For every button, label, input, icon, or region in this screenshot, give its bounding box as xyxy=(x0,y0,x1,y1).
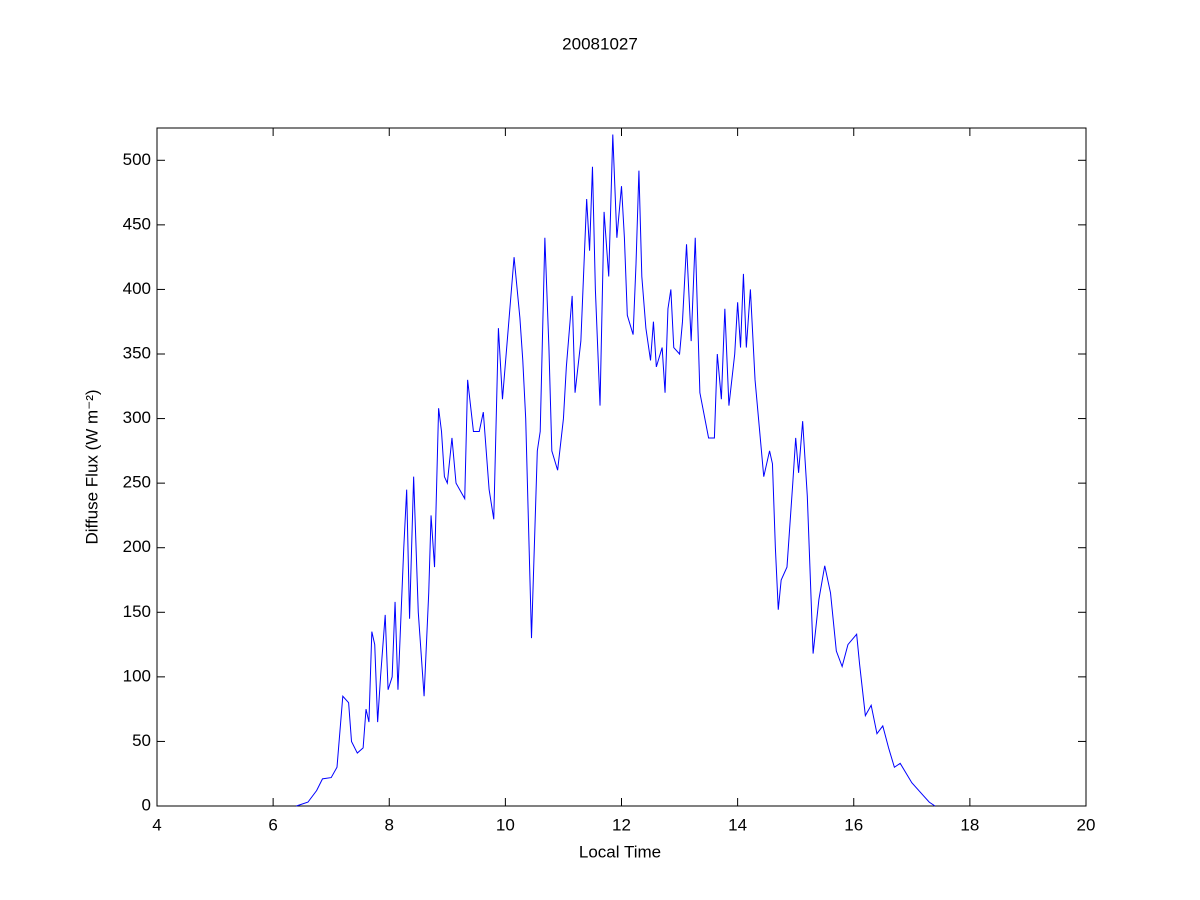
x-tick-label: 10 xyxy=(496,815,515,834)
y-tick-label: 100 xyxy=(123,666,151,685)
x-tick-label: 4 xyxy=(152,815,161,834)
x-tick-label: 16 xyxy=(844,815,863,834)
y-tick-label: 150 xyxy=(123,602,151,621)
data-line xyxy=(296,134,936,807)
y-tick-label: 250 xyxy=(123,473,151,492)
y-tick-label: 350 xyxy=(123,343,151,362)
y-tick-label: 0 xyxy=(142,795,151,814)
x-tick-label: 14 xyxy=(728,815,747,834)
x-tick-label: 18 xyxy=(960,815,979,834)
y-tick-label: 400 xyxy=(123,279,151,298)
y-tick-label: 200 xyxy=(123,537,151,556)
y-axis-label: Diffuse Flux (W m⁻²) xyxy=(82,389,101,544)
x-tick-label: 12 xyxy=(612,815,631,834)
y-tick-label: 500 xyxy=(123,150,151,169)
y-tick-label: 50 xyxy=(132,731,151,750)
y-tick-label: 450 xyxy=(123,214,151,233)
x-tick-label: 20 xyxy=(1077,815,1096,834)
x-tick-label: 6 xyxy=(268,815,277,834)
x-tick-label: 8 xyxy=(385,815,394,834)
chart-title: 20081027 xyxy=(562,34,638,53)
plot-box xyxy=(156,127,1087,807)
y-tick-label: 300 xyxy=(123,408,151,427)
x-axis-label: Local Time xyxy=(579,842,661,861)
